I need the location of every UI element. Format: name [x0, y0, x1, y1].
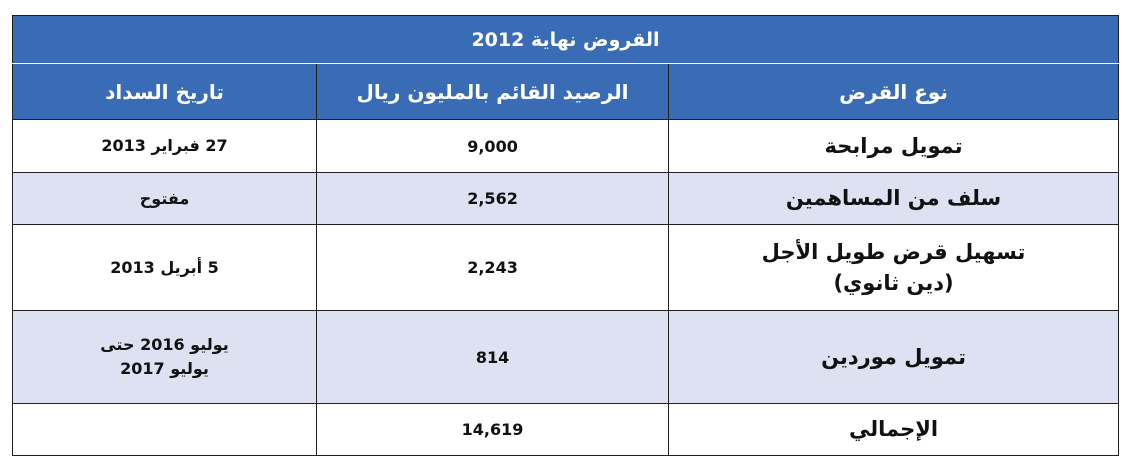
balance-cell: 2,562 — [316, 172, 670, 225]
header-balance: الرصيد القائم بالمليون ريال — [316, 63, 670, 120]
repayment-date-cell: 5 أبريل 2013 — [11, 224, 318, 311]
table-row-total: الإجمالي 14,619 — [11, 403, 1120, 456]
header-loan-type: نوع القرض — [668, 63, 1120, 120]
loan-type-cell: تمويل موردين — [668, 310, 1120, 404]
total-label-cell: الإجمالي — [668, 403, 1120, 456]
repayment-date-text: يوليو 2016 حتى — [100, 335, 229, 354]
loan-type-text: تمويل مرابحة — [824, 133, 963, 158]
loan-type-text: تمويل موردين — [821, 344, 966, 369]
repayment-date-cell: 27 فبراير 2013 — [11, 119, 318, 173]
loan-type-cell: تمويل مرابحة — [668, 119, 1120, 173]
table-title: القروض نهاية 2012 — [11, 15, 1120, 64]
loan-type-cell: تسهيل قرض طويل الأجل (دين ثانوي) — [668, 224, 1120, 311]
repayment-date-cell: مفتوح — [11, 172, 318, 225]
repayment-date-text: مفتوح — [139, 188, 190, 208]
balance-cell: 9,000 — [316, 119, 670, 173]
repayment-date-text-2: يوليو 2017 — [120, 359, 209, 378]
table-row: تمويل مرابحة 9,000 27 فبراير 2013 — [11, 119, 1120, 173]
loan-type-text: سلف من المساهمين — [785, 186, 1002, 211]
total-repayment-date-cell — [11, 403, 318, 456]
loan-type-subtext: (دين ثانوي) — [833, 270, 954, 295]
header-repayment-date: تاريخ السداد — [11, 63, 318, 120]
loan-type-text: تسهيل قرض طويل الأجل — [761, 240, 1026, 265]
balance-cell: 2,243 — [316, 224, 670, 311]
table-row: تسهيل قرض طويل الأجل (دين ثانوي) 2,243 5… — [11, 224, 1120, 311]
repayment-date-text: 5 أبريل 2013 — [110, 257, 219, 277]
loans-table: القروض نهاية 2012 نوع القرض الرصيد القائ… — [11, 15, 1120, 456]
loan-type-cell: سلف من المساهمين — [668, 172, 1120, 225]
repayment-date-text: 27 فبراير 2013 — [101, 136, 228, 155]
table-title-row: القروض نهاية 2012 — [11, 15, 1120, 64]
table-row: سلف من المساهمين 2,562 مفتوح — [11, 172, 1120, 225]
total-balance-cell: 14,619 — [316, 403, 670, 456]
table-header-row: نوع القرض الرصيد القائم بالمليون ريال تا… — [11, 63, 1120, 120]
table-row: تمويل موردين 814 يوليو 2016 حتى يوليو 20… — [11, 310, 1120, 404]
total-label: الإجمالي — [848, 417, 939, 442]
balance-cell: 814 — [316, 310, 670, 404]
repayment-date-cell: يوليو 2016 حتى يوليو 2017 — [11, 310, 318, 404]
